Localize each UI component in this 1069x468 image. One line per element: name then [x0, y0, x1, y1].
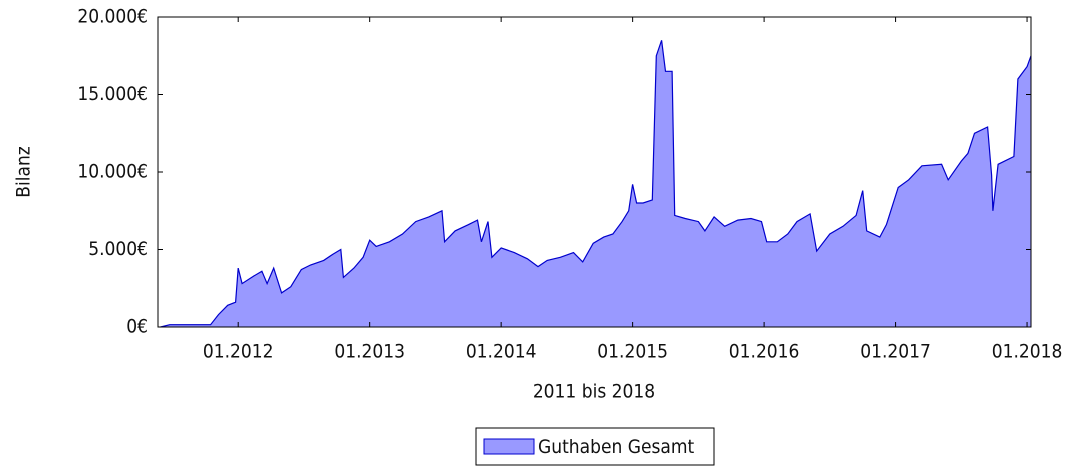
- x-tick-label: 01.2014: [466, 341, 537, 363]
- y-axis-label: Bilanz: [13, 146, 35, 198]
- y-tick-label: 10.000€: [77, 161, 148, 183]
- legend: Guthaben Gesamt: [475, 427, 715, 466]
- x-tick-label: 01.2018: [992, 341, 1063, 363]
- x-tick-label: 01.2015: [597, 341, 668, 363]
- y-tick-label: 20.000€: [77, 6, 148, 28]
- line: [160, 40, 1032, 328]
- legend-label: Guthaben Gesamt: [538, 436, 695, 458]
- y-tick-label: 0€: [126, 316, 148, 338]
- x-tick-label: 01.2012: [203, 341, 274, 363]
- legend-swatch: [483, 438, 535, 455]
- area: [160, 40, 1032, 328]
- y-tick-label: 5.000€: [88, 238, 148, 260]
- x-tick-label: 01.2013: [334, 341, 405, 363]
- x-tick-label: 01.2016: [729, 341, 800, 363]
- x-axis-label: 2011 bis 2018: [533, 381, 655, 403]
- x-tick-label: 01.2017: [860, 341, 931, 363]
- y-tick-label: 15.000€: [77, 83, 148, 105]
